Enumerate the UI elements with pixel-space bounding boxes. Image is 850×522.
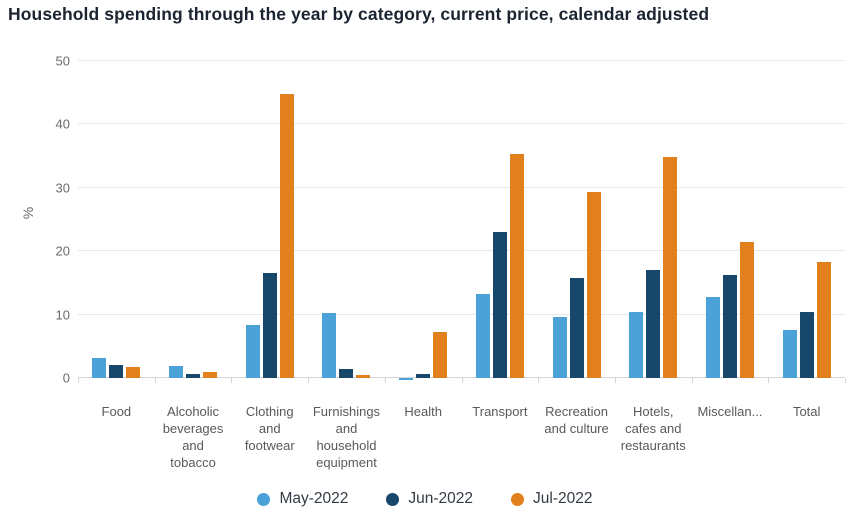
x-category-label: Recreation and culture [544,404,609,436]
bar[interactable] [262,273,277,378]
x-tick-mark [308,378,310,383]
plot-area [78,60,846,383]
x-tick-mark [614,378,616,383]
y-tick-label: 20 [55,243,70,259]
bar-group [308,61,385,378]
bar[interactable] [552,316,567,378]
legend-label: Jun-2022 [408,490,474,507]
x-tick-mark [538,378,540,383]
legend: May-2022 Jun-2022 Jul-2022 [0,490,850,508]
x-category-label: Transport [472,404,528,419]
x-category-label: Hotels, cafes and restaurants [620,404,686,453]
bar[interactable] [169,365,184,378]
legend-marker-icon [257,492,271,506]
bar[interactable] [416,373,431,378]
bar[interactable] [586,191,601,378]
bar[interactable] [356,375,371,378]
bar[interactable] [782,329,797,378]
bar[interactable] [322,313,337,378]
bar[interactable] [399,378,414,380]
x-category-label: Health [404,404,442,419]
bar[interactable] [109,364,124,378]
bar[interactable] [646,269,661,378]
bar-group [385,61,462,380]
bar-group [462,61,539,378]
bar[interactable] [186,373,201,378]
bar[interactable] [705,297,720,378]
x-axis-line [78,377,845,378]
x-category-label: Total [792,404,821,419]
bar[interactable] [663,156,678,378]
bar-group [692,61,769,378]
bar-group [155,61,232,378]
bar[interactable] [739,241,754,378]
bar[interactable] [339,369,354,378]
x-tick-mark [384,378,386,383]
x-category-label: Food [101,404,132,419]
y-tick-label: 10 [55,307,70,323]
bar[interactable] [509,154,524,378]
y-tick-label: 0 [62,370,70,386]
bar[interactable] [433,331,448,378]
x-tick-mark [691,378,693,383]
bar[interactable] [475,294,490,378]
legend-marker-icon [386,492,400,506]
bar-group [615,61,692,378]
x-category-label: Furnishings and household equipment [312,404,381,470]
y-tick-label: 30 [55,180,70,196]
x-category-label: Miscellan... [697,404,763,419]
bar-group [768,61,845,378]
bar[interactable] [92,357,107,378]
legend-item[interactable]: Jul-2022 [511,490,593,508]
x-tick-mark [845,378,846,383]
gridline [78,60,845,61]
bar-group [231,61,308,378]
chart-title: Household spending through the year by c… [8,4,710,24]
bar[interactable] [492,231,507,378]
gridline [78,186,845,188]
y-axis-ticks: 0 10 20 30 40 50 [0,54,70,386]
x-tick-mark [768,378,770,383]
bar[interactable] [799,312,814,378]
x-category-label: Alcoholic beverages and tobacco [162,404,224,470]
gridline [78,313,845,315]
bar-group [78,61,155,378]
bar[interactable] [569,278,584,378]
bar[interactable] [245,325,260,378]
bar[interactable] [629,312,644,378]
x-tick-mark [78,378,79,383]
legend-item[interactable]: Jun-2022 [386,490,473,508]
bar[interactable] [722,275,737,378]
bar[interactable] [816,261,831,378]
y-tick-label: 50 [55,53,70,69]
legend-item[interactable]: May-2022 [257,490,348,508]
bar-group [538,61,615,378]
legend-label: Jul-2022 [533,490,593,507]
legend-marker-icon [511,492,525,506]
legend-label: May-2022 [279,490,349,507]
bar[interactable] [126,367,141,378]
x-axis-labels: Food Alcoholic beverages and tobacco Cloth… [78,403,845,471]
bar[interactable] [279,93,294,378]
y-tick-label: 40 [55,116,70,132]
x-tick-mark [154,378,156,383]
x-tick-mark [231,378,233,383]
x-tick-mark [461,378,463,383]
gridline [78,123,845,125]
bar[interactable] [203,371,218,378]
x-category-label: Clothing and footwear [244,404,295,453]
bar-groups [78,61,845,380]
gridline [78,250,845,252]
